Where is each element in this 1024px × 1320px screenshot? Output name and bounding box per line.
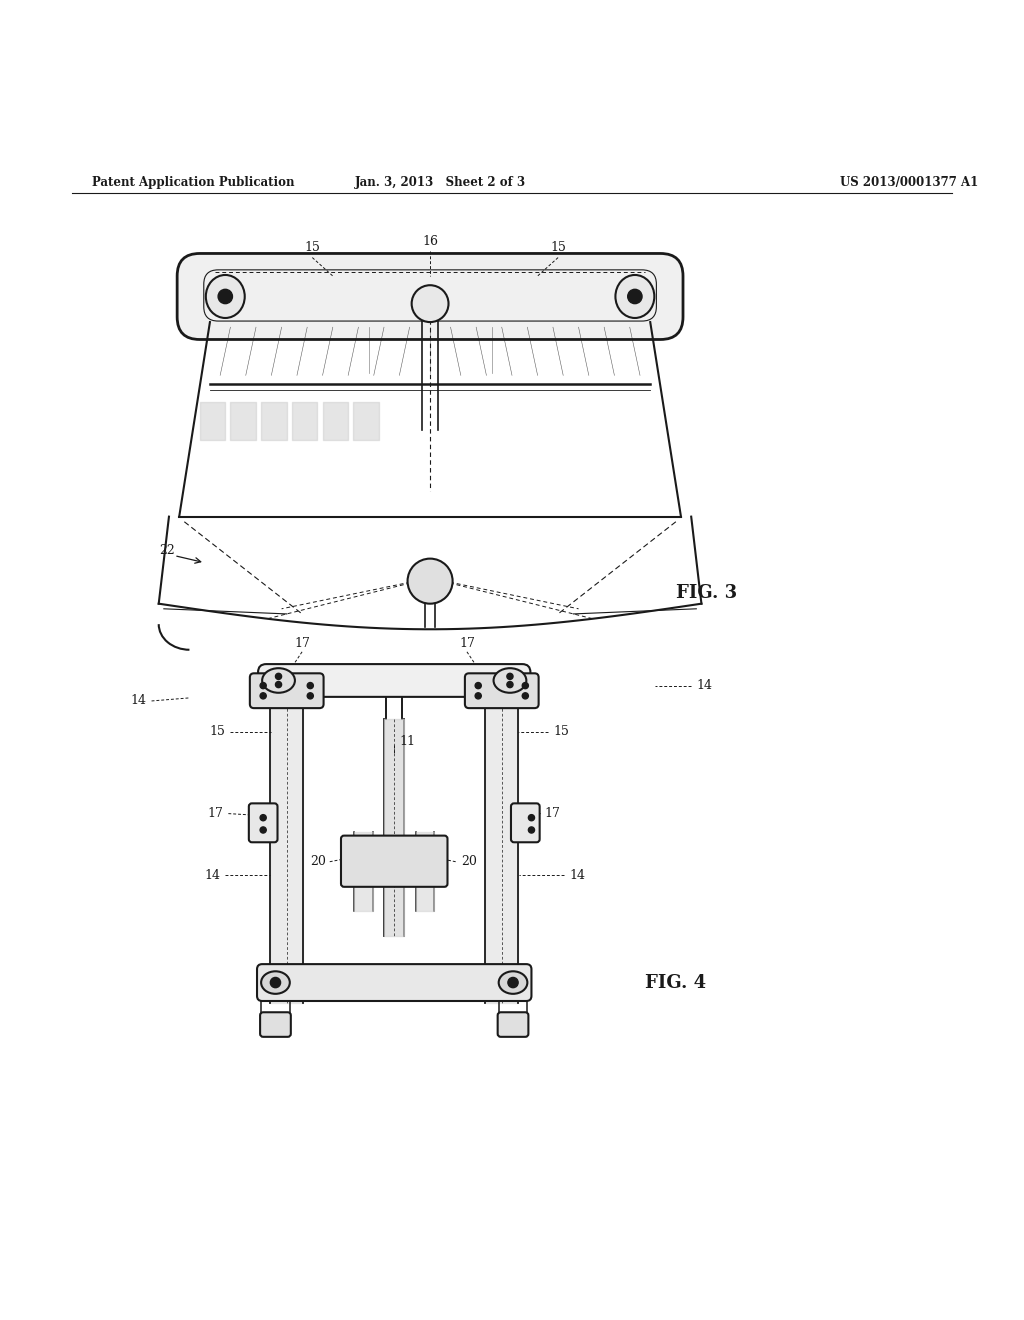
FancyBboxPatch shape [257,964,531,1001]
FancyBboxPatch shape [177,253,683,339]
FancyBboxPatch shape [250,673,324,708]
Circle shape [275,673,282,680]
Circle shape [507,681,513,688]
Text: 17: 17 [294,636,310,649]
Circle shape [260,682,266,689]
Circle shape [260,826,266,833]
Text: FIG. 3: FIG. 3 [676,585,737,602]
FancyBboxPatch shape [511,804,540,842]
Ellipse shape [261,972,290,994]
Circle shape [307,682,313,689]
Text: 14: 14 [569,869,586,882]
FancyBboxPatch shape [465,673,539,708]
Text: 15: 15 [550,242,566,255]
Ellipse shape [262,668,295,693]
Circle shape [528,814,535,821]
Text: 22: 22 [159,544,174,557]
Text: 20: 20 [461,855,477,869]
Circle shape [475,693,481,698]
Text: 15: 15 [209,725,225,738]
Text: FIG. 4: FIG. 4 [645,974,707,991]
Text: 15: 15 [304,242,321,255]
Text: 17: 17 [545,807,561,820]
Circle shape [628,289,642,304]
FancyBboxPatch shape [258,664,530,697]
Ellipse shape [499,972,527,994]
Text: Patent Application Publication: Patent Application Publication [92,177,295,189]
Circle shape [475,682,481,689]
Circle shape [507,673,513,680]
Circle shape [260,814,266,821]
Ellipse shape [206,275,245,318]
Text: 14: 14 [204,869,220,882]
Text: 11: 11 [399,735,416,748]
Text: 16: 16 [422,235,438,248]
Text: 17: 17 [207,807,223,820]
FancyBboxPatch shape [249,804,278,842]
Circle shape [307,693,313,698]
Ellipse shape [615,275,654,318]
Text: 15: 15 [553,725,569,738]
Text: 14: 14 [696,678,713,692]
Circle shape [408,558,453,603]
FancyBboxPatch shape [341,836,447,887]
Text: 20: 20 [309,855,326,869]
Text: 17: 17 [459,636,475,649]
Ellipse shape [494,668,526,693]
Circle shape [218,289,232,304]
Text: 14: 14 [130,694,146,708]
Circle shape [522,693,528,698]
Text: US 2013/0001377 A1: US 2013/0001377 A1 [840,177,978,189]
Circle shape [528,826,535,833]
Circle shape [260,693,266,698]
Circle shape [412,285,449,322]
Circle shape [508,977,518,987]
FancyBboxPatch shape [498,1012,528,1036]
Circle shape [275,681,282,688]
Circle shape [522,682,528,689]
Text: Jan. 3, 2013   Sheet 2 of 3: Jan. 3, 2013 Sheet 2 of 3 [354,177,526,189]
FancyBboxPatch shape [260,1012,291,1036]
Circle shape [270,977,281,987]
